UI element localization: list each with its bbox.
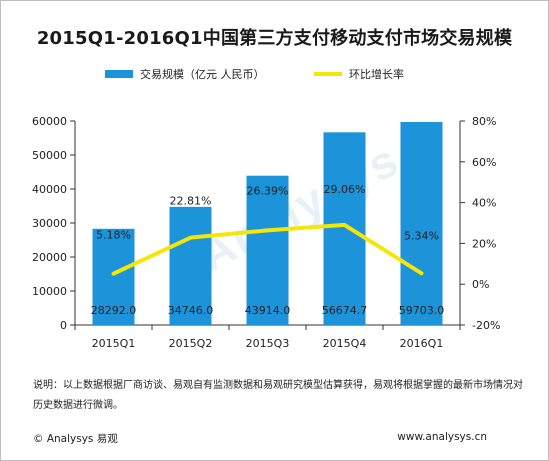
category-label: 2015Q1 [92,337,136,350]
bar-value-label: 28292.0 [91,304,137,317]
legend-swatch-line [314,72,342,76]
left-axis-tick-label: 30000 [32,217,67,230]
bar-2015Q3 [246,175,289,325]
left-axis-tick-label: 50000 [32,149,67,162]
right-axis-tick-label: 0% [472,278,489,291]
bar-value-label: 34746.0 [168,304,214,317]
bar-value-label: 56674.7 [322,304,368,317]
growth-line [111,222,424,276]
growth-value-label: 26.39% [247,184,289,197]
legend-swatch-bar [105,70,133,78]
right-axis-tick-label: -20% [472,319,500,332]
chart-note: 说明：以上数据根据厂商访谈、易观自有监测数据和易观研究模型估算获得，易观将根据掌… [33,380,523,411]
growth-value-label: 5.18% [96,229,131,242]
footer-brand: © Analysys 易观 [33,433,118,445]
growth-value-label: 5.34% [404,229,439,242]
right-axis-tick-label: 80% [472,115,496,128]
bar-2016Q1 [400,122,443,326]
right-axis-tick-label: 40% [472,197,496,210]
bar-value-label: 43914.0 [245,304,291,317]
legend-item-volume: 交易规模（亿元 人民币） [105,66,265,82]
legend-item-growth: 环比增长率 [314,66,404,82]
left-axis-tick-label: 60000 [32,115,67,128]
bar-2015Q2 [169,206,212,325]
left-axis-tick-label: 10000 [32,285,67,298]
right-axis-tick-label: 20% [472,237,496,250]
bar-value-label: 59703.0 [399,304,445,317]
bar-2015Q4 [323,132,366,325]
legend-label-growth: 环比增长率 [349,68,404,81]
growth-value-label: 22.81% [170,195,212,208]
category-label: 2015Q2 [169,337,213,350]
growth-value-label: 29.06% [324,183,366,196]
chart-title: 2015Q1-2016Q1中国第三方支付移动支付市场交易规模 [36,28,513,49]
left-axis-tick-label: 0 [60,319,67,332]
bar-2015Q1 [92,228,135,325]
category-label: 2016Q1 [400,337,444,350]
category-label: 2015Q4 [323,337,367,350]
footer-url: www.analysys.cn [397,431,487,443]
category-label: 2015Q3 [246,337,290,350]
legend-label-volume: 交易规模（亿元 人民币） [140,68,265,81]
right-axis-tick-label: 60% [472,156,496,169]
left-axis-tick-label: 20000 [32,251,67,264]
left-axis-tick-label: 40000 [32,183,67,196]
